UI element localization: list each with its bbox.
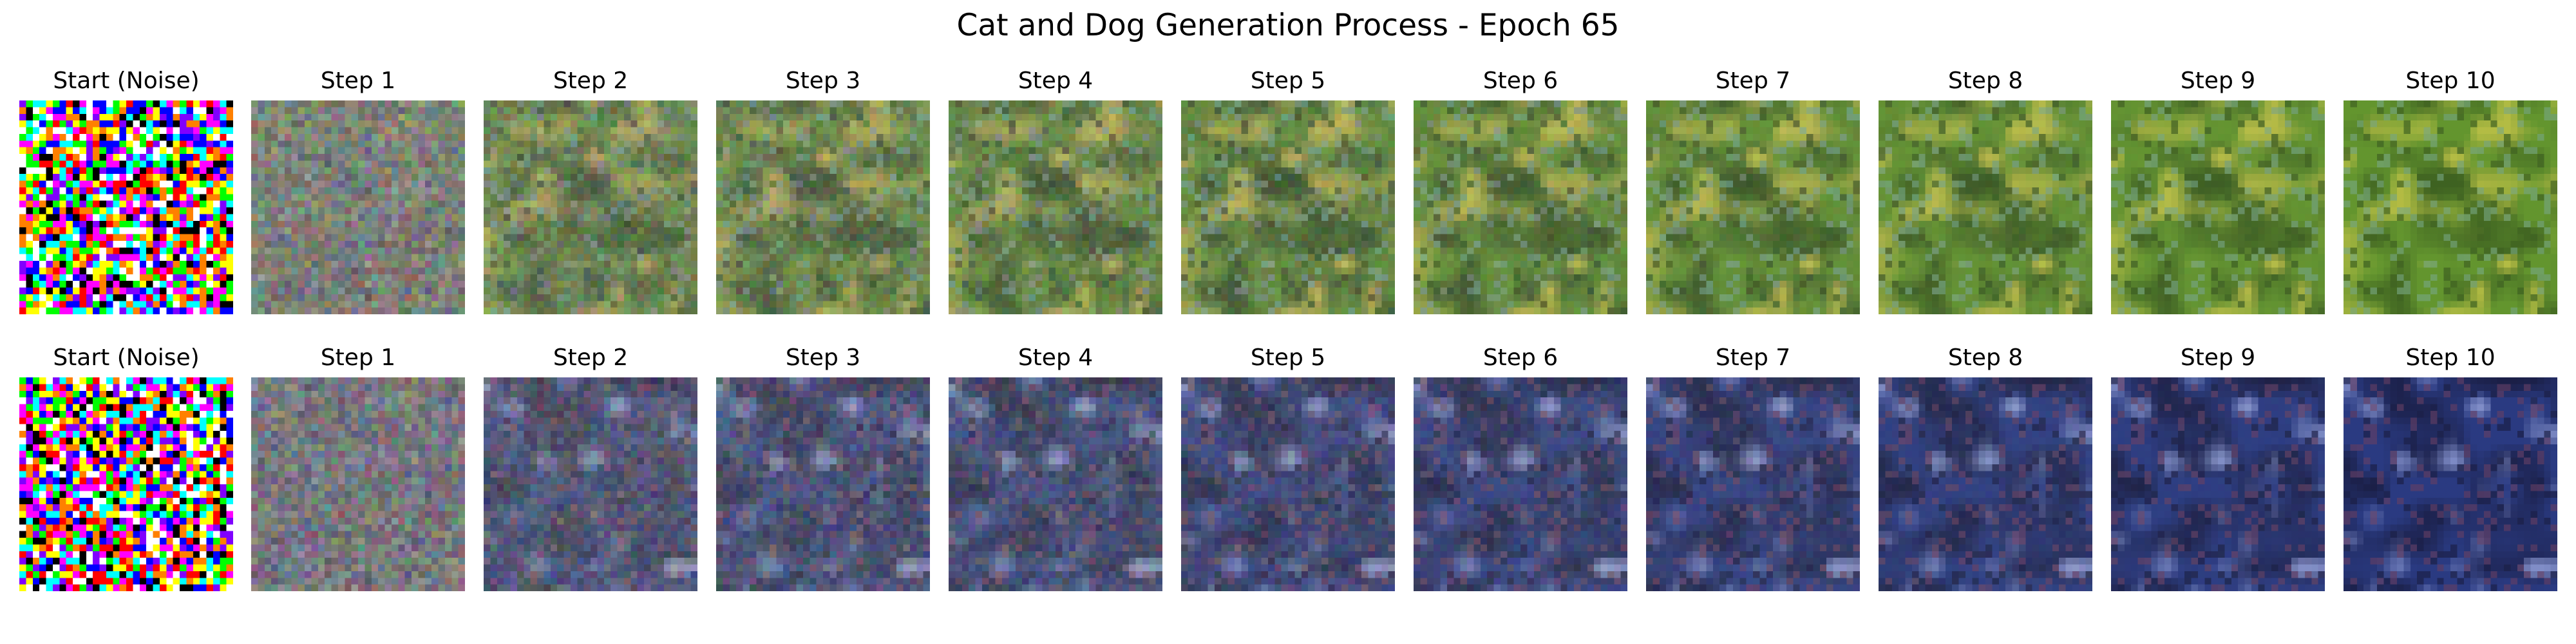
generated-image (716, 377, 930, 591)
panel-title-row1-3: Step 3 (785, 68, 861, 94)
generated-image (484, 100, 697, 314)
panel-title-row1-10: Step 10 (2405, 68, 2496, 94)
figure-title: Cat and Dog Generation Process - Epoch 6… (956, 8, 1620, 43)
generated-image (949, 377, 1162, 591)
panel-title-row1-7: Step 7 (1715, 68, 1791, 94)
panel-title-row2-1: Step 1 (320, 345, 396, 371)
generated-image (2344, 100, 2557, 314)
panel-title-row2-8: Step 8 (1947, 345, 2023, 371)
generated-image (1879, 100, 2092, 314)
panel-title-row2-0: Start (Noise) (53, 345, 200, 371)
generated-image (251, 100, 465, 314)
generated-image (1646, 377, 1860, 591)
panel-title-row1-5: Step 5 (1250, 68, 1326, 94)
panel-title-row1-6: Step 6 (1482, 68, 1558, 94)
panel-title-row2-5: Step 5 (1250, 345, 1326, 371)
panel-title-row1-9: Step 9 (2180, 68, 2256, 94)
generated-image (2111, 100, 2325, 314)
panel-title-row2-2: Step 2 (553, 345, 629, 371)
panel-title-row1-4: Step 4 (1018, 68, 1094, 94)
generated-image (2344, 377, 2557, 591)
noise-image (19, 377, 233, 591)
generated-image (1414, 100, 1627, 314)
noise-image (19, 100, 233, 314)
panel-title-row2-3: Step 3 (785, 345, 861, 371)
panel-title-row2-10: Step 10 (2405, 345, 2496, 371)
panel-title-row1-0: Start (Noise) (53, 68, 200, 94)
generated-image (1414, 377, 1627, 591)
generated-image (1181, 100, 1395, 314)
panel-title-row1-8: Step 8 (1947, 68, 2023, 94)
panel-title-row2-7: Step 7 (1715, 345, 1791, 371)
generated-image (1181, 377, 1395, 591)
generated-image (484, 377, 697, 591)
generated-image (2111, 377, 2325, 591)
panel-title-row2-4: Step 4 (1018, 345, 1094, 371)
generated-image (1879, 377, 2092, 591)
generated-image (949, 100, 1162, 314)
panel-title-row2-6: Step 6 (1482, 345, 1558, 371)
panel-title-row1-1: Step 1 (320, 68, 396, 94)
generated-image (251, 377, 465, 591)
generated-image (1646, 100, 1860, 314)
panel-title-row2-9: Step 9 (2180, 345, 2256, 371)
panel-title-row1-2: Step 2 (553, 68, 629, 94)
generated-image (716, 100, 930, 314)
